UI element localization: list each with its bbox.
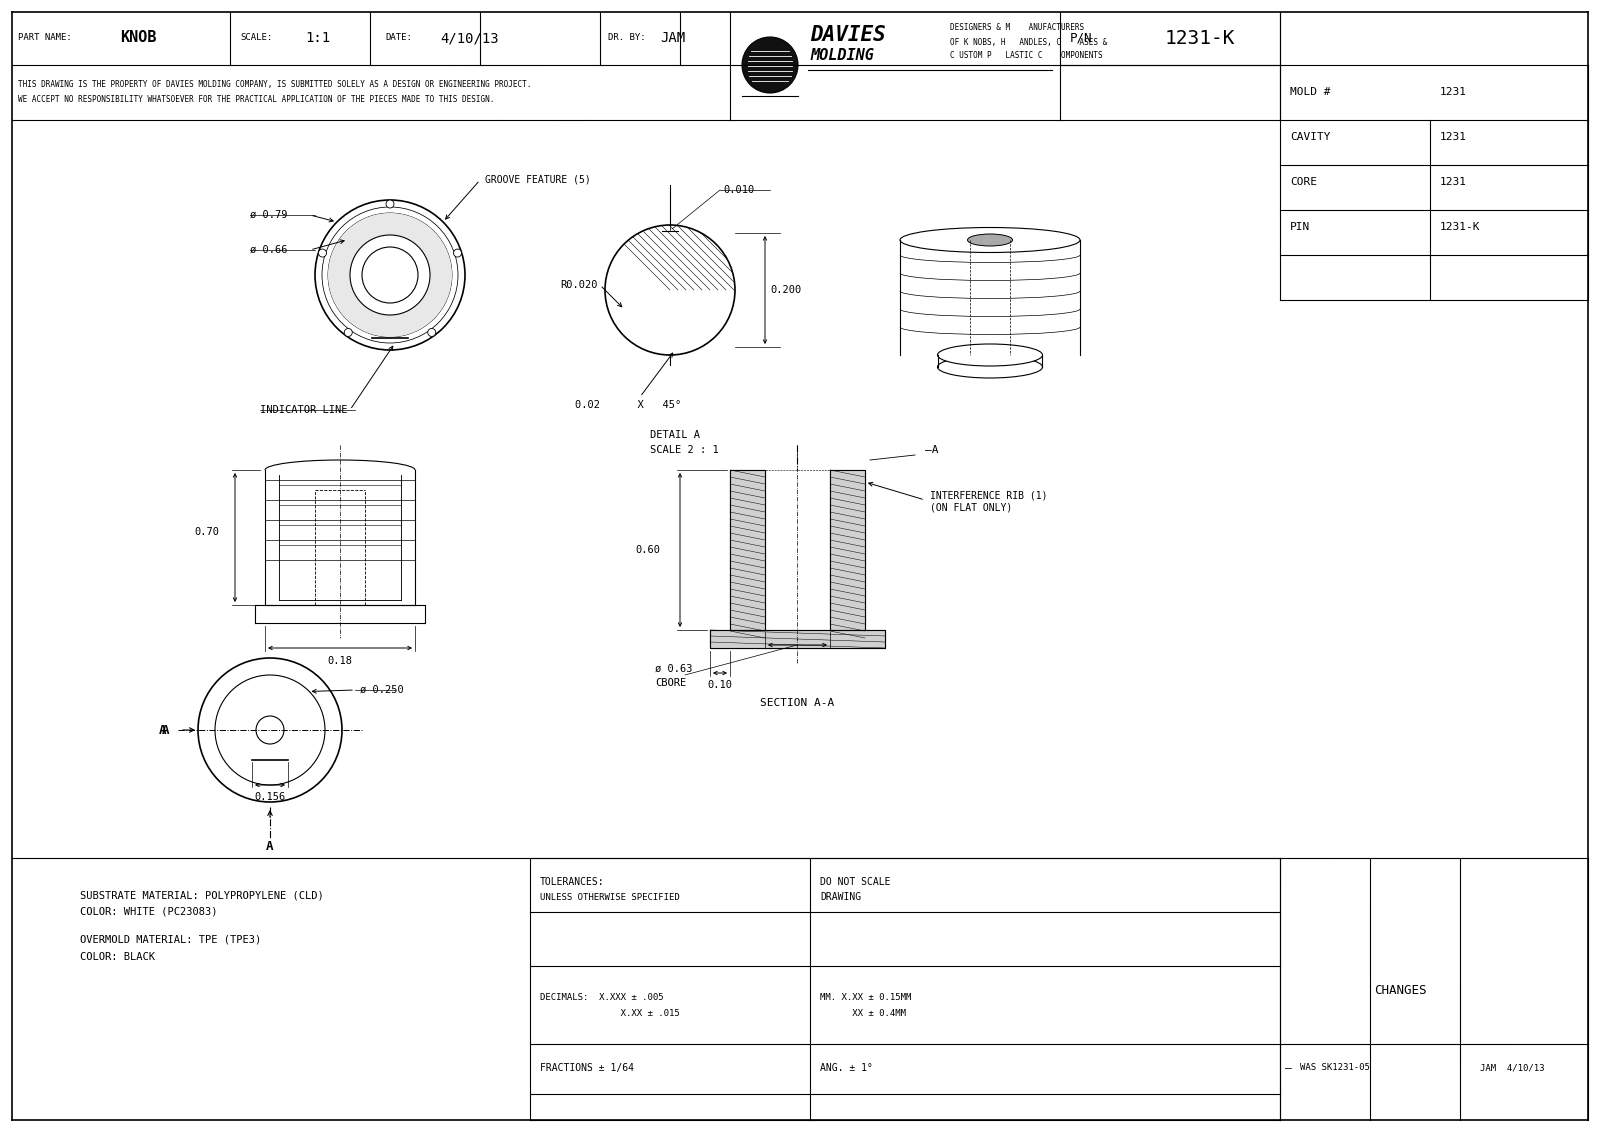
Text: 0.02      X   45°: 0.02 X 45°	[574, 400, 682, 410]
Text: DECIMALS:  X.XXX ± .005: DECIMALS: X.XXX ± .005	[541, 994, 664, 1003]
Circle shape	[344, 328, 352, 336]
Text: WAS SK1231-05: WAS SK1231-05	[1299, 1063, 1370, 1072]
Text: (ON FLAT ONLY): (ON FLAT ONLY)	[930, 503, 1013, 513]
Text: A: A	[160, 723, 166, 737]
Text: CHANGES: CHANGES	[1374, 984, 1426, 996]
Text: JAM: JAM	[661, 31, 685, 45]
Text: ø 0.79: ø 0.79	[250, 211, 288, 220]
Ellipse shape	[938, 355, 1043, 378]
Text: 0.200: 0.200	[770, 285, 802, 295]
Text: OF K NOBS, H   ANDLES, C    ASES &: OF K NOBS, H ANDLES, C ASES &	[950, 37, 1107, 46]
Wedge shape	[328, 213, 453, 337]
Text: 1231-K: 1231-K	[1440, 222, 1480, 232]
Text: ø 0.63: ø 0.63	[654, 664, 693, 674]
Text: SCALE 2 : 1: SCALE 2 : 1	[650, 445, 718, 455]
Text: DR. BY:: DR. BY:	[608, 34, 646, 43]
Text: WE ACCEPT NO RESPONSIBILITY WHATSOEVER FOR THE PRACTICAL APPLICATION OF THE PIEC: WE ACCEPT NO RESPONSIBILITY WHATSOEVER F…	[18, 95, 494, 104]
Text: MOLD #: MOLD #	[1290, 87, 1331, 97]
Circle shape	[350, 235, 430, 315]
Text: OVERMOLD MATERIAL: TPE (TPE3): OVERMOLD MATERIAL: TPE (TPE3)	[80, 935, 261, 945]
Circle shape	[742, 37, 798, 93]
Text: 0.70: 0.70	[195, 528, 219, 537]
Text: –A: –A	[925, 445, 939, 455]
Text: KNOB: KNOB	[120, 31, 157, 45]
Ellipse shape	[899, 228, 1080, 252]
Text: 1:1: 1:1	[306, 31, 330, 45]
Text: X.XX ± .015: X.XX ± .015	[541, 1009, 680, 1018]
Text: INTERFERENCE RIB (1): INTERFERENCE RIB (1)	[930, 490, 1048, 500]
Text: COLOR: WHITE (PC23083): COLOR: WHITE (PC23083)	[80, 907, 218, 917]
Text: FRACTIONS ± 1/64: FRACTIONS ± 1/64	[541, 1063, 634, 1073]
Text: PART NAME:: PART NAME:	[18, 34, 72, 43]
Text: DETAIL A: DETAIL A	[650, 430, 701, 440]
Text: SCALE:: SCALE:	[240, 34, 272, 43]
Circle shape	[386, 200, 394, 208]
Text: 1231: 1231	[1440, 87, 1467, 97]
Text: –: –	[1285, 1063, 1291, 1073]
Text: UNLESS OTHERWISE SPECIFIED: UNLESS OTHERWISE SPECIFIED	[541, 892, 680, 901]
Text: DAVIES: DAVIES	[810, 25, 886, 45]
Text: DATE:: DATE:	[386, 34, 411, 43]
Text: THIS DRAWING IS THE PROPERTY OF DAVIES MOLDING COMPANY, IS SUBMITTED SOLELY AS A: THIS DRAWING IS THE PROPERTY OF DAVIES M…	[18, 80, 531, 89]
Text: MM. X.XX ± 0.15MM: MM. X.XX ± 0.15MM	[819, 994, 912, 1003]
Text: DESIGNERS & M    ANUFACTURERS: DESIGNERS & M ANUFACTURERS	[950, 24, 1085, 33]
Text: P/N: P/N	[1070, 32, 1093, 44]
Text: PIN: PIN	[1290, 222, 1310, 232]
Text: INDICATOR LINE: INDICATOR LINE	[259, 405, 347, 415]
Text: 0.18: 0.18	[328, 657, 352, 666]
Text: MOLDING: MOLDING	[810, 49, 874, 63]
Text: 4/10/13: 4/10/13	[440, 31, 499, 45]
Text: 0.60: 0.60	[635, 544, 661, 555]
Text: 1231-K: 1231-K	[1165, 28, 1235, 48]
Text: A: A	[162, 723, 170, 737]
Text: DRAWING: DRAWING	[819, 892, 861, 902]
Text: ø 0.66: ø 0.66	[250, 245, 288, 255]
Polygon shape	[710, 631, 885, 648]
Text: CORE: CORE	[1290, 177, 1317, 187]
Ellipse shape	[968, 234, 1013, 246]
Text: SECTION A-A: SECTION A-A	[760, 698, 834, 708]
Text: 1231: 1231	[1440, 177, 1467, 187]
Text: R0.020: R0.020	[560, 280, 597, 290]
Text: DO NOT SCALE: DO NOT SCALE	[819, 877, 891, 887]
Text: ø 0.250: ø 0.250	[360, 685, 403, 695]
Text: A: A	[266, 840, 274, 854]
Ellipse shape	[938, 344, 1043, 366]
Circle shape	[318, 249, 326, 257]
Text: COLOR: BLACK: COLOR: BLACK	[80, 952, 155, 962]
Circle shape	[362, 247, 418, 303]
Text: 0.10: 0.10	[707, 680, 733, 691]
Polygon shape	[830, 470, 866, 631]
Text: 0.156: 0.156	[254, 792, 286, 801]
Circle shape	[427, 328, 435, 336]
Text: XX ± 0.4MM: XX ± 0.4MM	[819, 1009, 906, 1018]
Circle shape	[453, 249, 461, 257]
Circle shape	[605, 225, 734, 355]
Text: C USTOM P   LASTIC C    OMPONENTS: C USTOM P LASTIC C OMPONENTS	[950, 51, 1102, 60]
Text: JAM  4/10/13: JAM 4/10/13	[1480, 1063, 1544, 1072]
Polygon shape	[730, 470, 765, 631]
Text: CAVITY: CAVITY	[1290, 132, 1331, 142]
Text: GROOVE FEATURE (5): GROOVE FEATURE (5)	[485, 175, 590, 185]
Text: CBORE: CBORE	[654, 678, 686, 688]
Text: ANG. ± 1°: ANG. ± 1°	[819, 1063, 874, 1073]
Text: 1231: 1231	[1440, 132, 1467, 142]
Text: SUBSTRATE MATERIAL: POLYPROPYLENE (CLD): SUBSTRATE MATERIAL: POLYPROPYLENE (CLD)	[80, 890, 323, 900]
Text: TOLERANCES:: TOLERANCES:	[541, 877, 605, 887]
Text: 0.010: 0.010	[723, 185, 754, 195]
